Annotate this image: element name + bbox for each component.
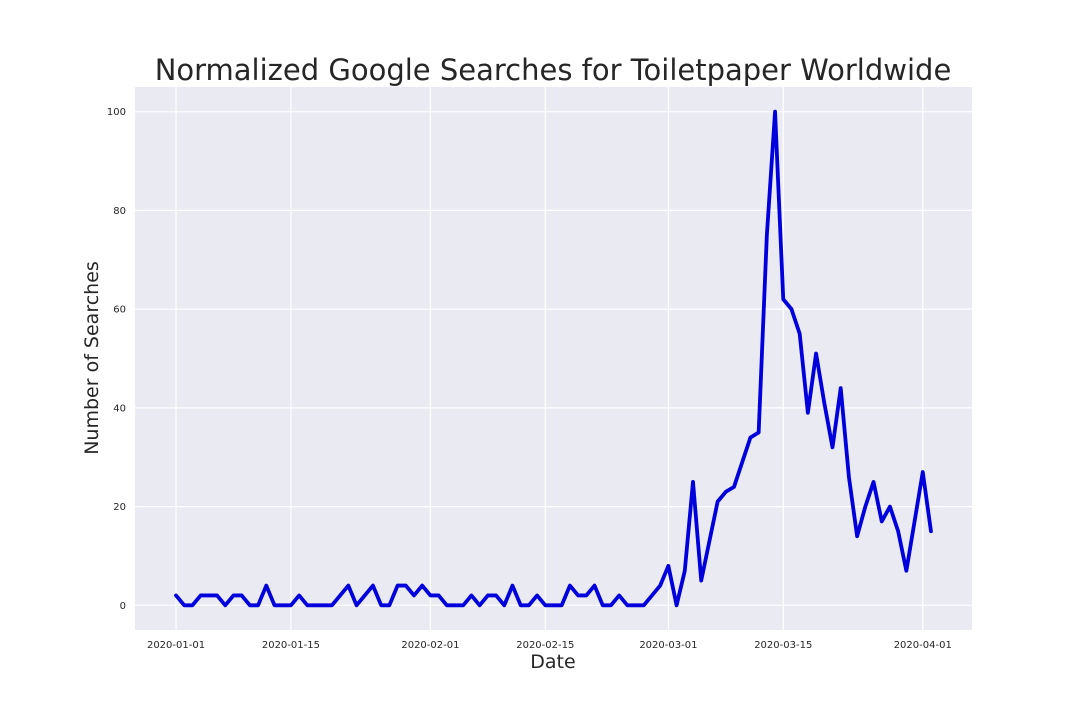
x-axis-label: Date	[530, 651, 575, 673]
y-tick-label: 100	[107, 107, 126, 118]
x-tick-label: 2020-03-01	[639, 640, 697, 651]
plot-area	[135, 87, 972, 630]
x-tick-label: 2020-02-15	[516, 640, 574, 651]
chart-title: Normalized Google Searches for Toiletpap…	[155, 53, 952, 87]
x-tick-label: 2020-03-15	[754, 640, 812, 651]
y-tick-labels: 0 20 40 60 80 100	[107, 107, 126, 612]
gridlines	[135, 87, 972, 630]
y-tick-label: 0	[120, 601, 126, 612]
y-tick-label: 20	[113, 502, 126, 513]
x-tick-label: 2020-01-01	[147, 640, 205, 651]
y-tick-label: 80	[113, 206, 126, 217]
y-axis-label: Number of Searches	[81, 261, 103, 455]
series-group	[174, 109, 933, 608]
x-tick-label: 2020-02-01	[401, 640, 459, 651]
x-tick-label: 2020-04-01	[894, 640, 952, 651]
y-tick-label: 40	[113, 403, 126, 414]
x-tick-label: 2020-01-15	[262, 640, 320, 651]
x-tick-labels: 2020-01-01 2020-01-15 2020-02-01 2020-02-15…	[147, 640, 952, 651]
y-tick-label: 60	[113, 305, 126, 316]
series-line	[174, 109, 933, 608]
